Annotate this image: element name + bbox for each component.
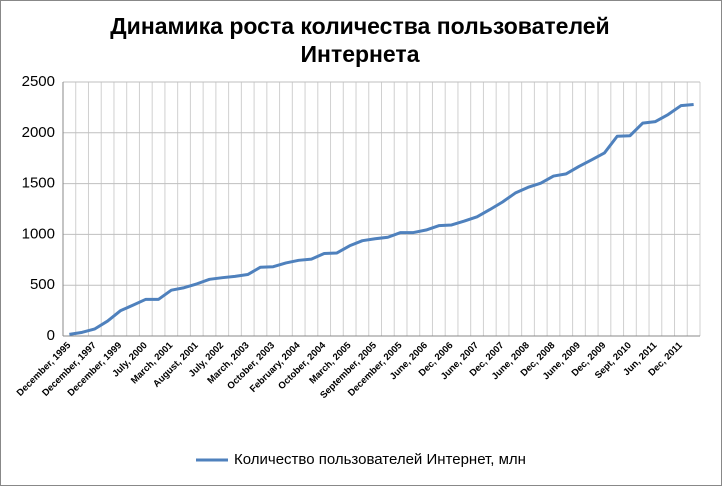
y-tick-label: 1500 bbox=[22, 175, 55, 192]
data-line bbox=[69, 102, 694, 336]
y-tick-label: 0 bbox=[47, 327, 55, 344]
y-tick-label: 2500 bbox=[22, 73, 55, 90]
legend-label: Количество пользователей Интернет, млн bbox=[234, 451, 526, 468]
y-tick-label: 500 bbox=[30, 276, 55, 293]
y-tick-label: 1000 bbox=[22, 225, 55, 242]
y-tick-label: 2000 bbox=[22, 124, 55, 141]
chart-title: Динамика роста количества пользователей … bbox=[110, 13, 610, 67]
